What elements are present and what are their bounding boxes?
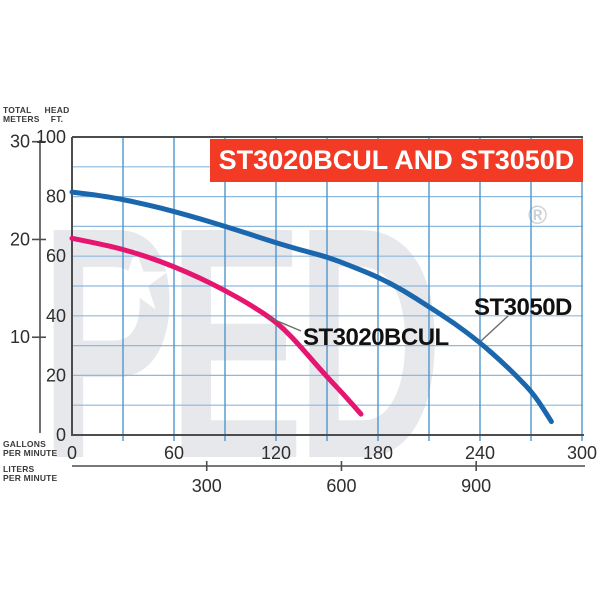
feet-tick-label: 100 xyxy=(36,127,66,147)
curve-st3050d xyxy=(69,189,554,425)
curve-st3020bcul xyxy=(69,235,364,417)
lpm-tick-label: 300 xyxy=(192,476,222,496)
meters-tick-label: 30 xyxy=(10,132,30,152)
leader-line-st3020bcul xyxy=(267,316,302,332)
gpm-tick-label: 180 xyxy=(363,443,393,463)
feet-axis-caption: HEAD FT. xyxy=(44,105,70,124)
gpm-tick-label: 120 xyxy=(261,443,291,463)
gpm-tick-label: 0 xyxy=(67,443,77,463)
gpm-tick-label: 300 xyxy=(567,443,597,463)
leader-line-st3050d xyxy=(480,315,509,342)
feet-tick-label: 40 xyxy=(46,306,66,326)
chart-title: ST3020BCUL AND ST3050D xyxy=(218,145,575,175)
feet-tick-label: 20 xyxy=(46,365,66,385)
meters-axis-caption: TOTAL METERS xyxy=(3,105,40,124)
gpm-tick-label: 240 xyxy=(465,443,495,463)
lpm-tick-label: 900 xyxy=(461,476,491,496)
curve-label-st3050d: ST3050D xyxy=(474,294,572,321)
registered-trademark-icon: ® xyxy=(528,200,548,230)
meters-tick-label: 10 xyxy=(10,327,30,347)
feet-tick-label: 80 xyxy=(46,187,66,207)
lpm-tick-label: 600 xyxy=(326,476,356,496)
gpm-axis-caption: GALLONS PER MINUTE xyxy=(3,439,58,458)
meters-tick-label: 20 xyxy=(10,229,30,249)
feet-tick-label: 0 xyxy=(56,425,66,445)
feet-tick-label: 60 xyxy=(46,246,66,266)
curve-label-st3020bcul: ST3020BCUL xyxy=(303,324,449,351)
gpm-tick-label: 60 xyxy=(164,443,184,463)
lpm-axis-caption: LITERS PER MINUTE xyxy=(3,464,58,483)
chart-title-banner: ST3020BCUL AND ST3050D xyxy=(210,139,583,182)
